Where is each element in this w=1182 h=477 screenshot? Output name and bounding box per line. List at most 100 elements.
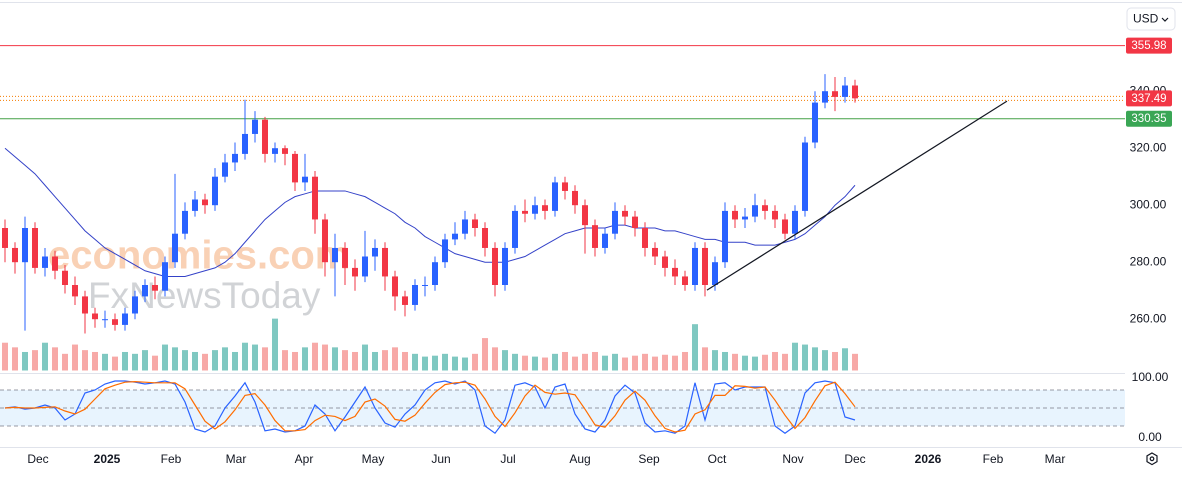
volume-bar (82, 350, 88, 371)
candle-body (72, 285, 78, 297)
x-tick-label: May (362, 452, 385, 466)
volume-bar (442, 353, 448, 371)
volume-bar (112, 356, 118, 371)
candle-body (402, 296, 408, 305)
volume-bar (392, 347, 398, 371)
candle-body (472, 219, 478, 228)
volume-bar (132, 353, 138, 371)
candle-body (512, 210, 518, 248)
volume-bar (572, 356, 578, 371)
volume-bar (272, 318, 278, 371)
x-tick-label: Aug (569, 452, 590, 466)
currency-button[interactable]: USD (1126, 7, 1176, 31)
volume-bar (292, 351, 298, 371)
volume-bar (72, 344, 78, 371)
y-tick-label: 300.00 (1130, 197, 1167, 211)
candle-body (782, 219, 788, 234)
price-tag-label: 337.49 (1131, 93, 1166, 105)
volume-bar (642, 353, 648, 371)
candle-body (622, 210, 628, 217)
volume-bar (662, 354, 668, 371)
candle-body (322, 219, 328, 263)
candle-body (442, 239, 448, 263)
candle-body (642, 228, 648, 248)
candle-body (292, 153, 298, 183)
volume-bar (822, 350, 828, 371)
candle-body (562, 182, 568, 191)
candle-body (502, 247, 508, 285)
candle-body (162, 262, 168, 291)
candle-body (742, 216, 748, 220)
volume-bar (712, 350, 718, 371)
candle-body (302, 176, 308, 183)
x-tick-label: Jul (500, 452, 515, 466)
candle-body (92, 313, 98, 320)
x-tick-label: Dec (844, 452, 865, 466)
volume-bar (692, 324, 698, 371)
settings-button[interactable] (1146, 452, 1158, 466)
candle-body (122, 313, 128, 325)
stochastic-tick-label: 0.00 (1138, 430, 1162, 444)
volume-bar (302, 347, 308, 371)
candle-body (82, 296, 88, 314)
candle-body (722, 210, 728, 263)
candle-body (482, 228, 488, 248)
x-tick-label: Jun (431, 452, 450, 466)
volume-bar (782, 353, 788, 371)
candle-body (202, 199, 208, 206)
candle-body (362, 256, 368, 277)
volume-bar (92, 351, 98, 371)
x-tick-label: Apr (295, 452, 314, 466)
currency-label[interactable]: USD (1133, 12, 1159, 26)
candle-body (102, 319, 108, 321)
candle-body (602, 233, 608, 248)
volume-bar (322, 344, 328, 371)
candle-body (282, 148, 288, 154)
y-tick-label: 260.00 (1130, 311, 1167, 325)
candle-body (752, 205, 758, 217)
candle-body (712, 262, 718, 285)
price-tag-label: 355.98 (1131, 40, 1166, 52)
volume-bar (592, 351, 598, 371)
volume-bar (42, 342, 48, 371)
watermark: FxNewsToday (88, 275, 321, 316)
volume-bar (802, 344, 808, 371)
volume-bar (722, 351, 728, 371)
stochastic-line (4, 380, 856, 433)
candle-body (682, 276, 688, 285)
currency-box[interactable] (1126, 7, 1176, 31)
settings-icon[interactable] (1146, 452, 1158, 466)
volume-bar (412, 353, 418, 371)
volume-bar (332, 347, 338, 371)
volume-bar (602, 355, 608, 371)
chevron[interactable] (1161, 17, 1169, 22)
volume-bar (552, 353, 558, 371)
settings-icon-core[interactable] (1149, 456, 1155, 462)
volume-bar (232, 351, 238, 371)
candle-body (212, 176, 218, 206)
volume-bar (702, 347, 708, 371)
volume-bar (62, 353, 68, 371)
candle-body (242, 133, 248, 154)
candle-body (372, 247, 378, 257)
volume-bar (262, 347, 268, 371)
x-tick-label: Nov (782, 452, 803, 466)
candle-body (232, 153, 238, 163)
candle-body (772, 210, 778, 220)
candle-body (412, 285, 418, 305)
price-tag (1126, 90, 1172, 107)
volume-bar (122, 351, 128, 371)
candle-body (632, 216, 638, 228)
volume-bar (482, 338, 488, 371)
volume-bar (542, 357, 548, 371)
candle-body (792, 210, 798, 234)
x-tick-label: Mar (1045, 452, 1066, 466)
candle-body (332, 247, 338, 263)
volume-bar (432, 355, 438, 371)
candle-body (542, 205, 548, 211)
y-tick-label: 280.00 (1130, 254, 1167, 268)
candle-body (802, 142, 808, 211)
candle-body (172, 233, 178, 263)
volume-bar (812, 347, 818, 371)
volume-bar (452, 356, 458, 371)
